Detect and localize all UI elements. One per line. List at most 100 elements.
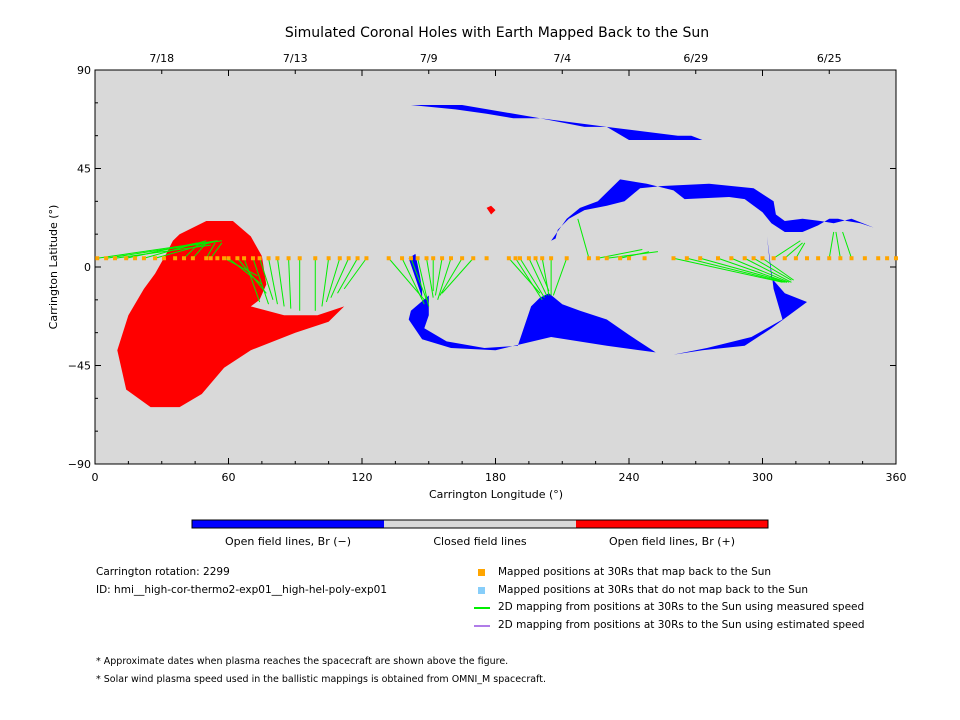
mapped-point: [257, 256, 262, 261]
mapping-line: [753, 257, 792, 281]
coronal-hole-negative-5: [673, 236, 807, 355]
x-tick-label: 360: [886, 471, 907, 484]
x-tick-label: 180: [485, 471, 506, 484]
mapped-point: [208, 256, 213, 261]
mapping-line: [577, 218, 590, 259]
mapping-line: [210, 242, 223, 259]
mapped-point: [204, 256, 209, 261]
mapping-line: [434, 258, 443, 296]
x-tick-label: 240: [619, 471, 640, 484]
mapped-point: [449, 256, 453, 261]
mapped-point: [816, 256, 821, 261]
mapped-point: [460, 256, 465, 261]
mapping-line: [541, 258, 550, 296]
coronal-hole-negative-0: [408, 253, 423, 298]
mapped-point: [346, 256, 351, 261]
colorbar-segment: [576, 520, 768, 528]
mapped-point: [540, 256, 545, 261]
mapped-point: [424, 256, 429, 261]
mapped-point: [297, 256, 302, 261]
mapped-point: [805, 256, 809, 261]
mapped-point: [415, 256, 420, 261]
carrington-rotation-text: Carrington rotation: 2299: [96, 566, 230, 578]
mapping-line: [223, 257, 258, 277]
mapped-point: [250, 256, 255, 261]
mapping-line: [441, 257, 474, 294]
chart-title: Simulated Coronal Holes with Earth Mappe…: [285, 25, 709, 41]
footnote-dates: * Approximate dates when plasma reaches …: [96, 656, 509, 667]
mapping-line: [835, 231, 841, 259]
mapped-point: [471, 256, 476, 261]
mapping-line: [515, 257, 543, 301]
x-tick-label: 60: [222, 471, 236, 484]
mapped-point: [286, 256, 291, 261]
mapped-point: [215, 256, 220, 261]
date-tick-label: 7/13: [283, 52, 308, 65]
colorbar-segment: [192, 520, 384, 528]
mapped-point: [190, 256, 195, 261]
mapping-line: [183, 242, 200, 259]
y-tick-label: −45: [68, 360, 91, 373]
mapping-line: [842, 231, 852, 259]
mapped-point: [849, 256, 854, 261]
mapped-point: [104, 256, 109, 261]
mapped-point: [894, 256, 898, 261]
mapping-line: [717, 257, 788, 283]
mapped-point: [862, 256, 867, 261]
y-axis-label: Carrington Latitude (°): [47, 205, 60, 330]
mapped-point: [124, 256, 129, 261]
coronal-hole-positive-1: [117, 221, 345, 408]
mapped-point: [595, 256, 600, 261]
unmapped-square-icon: [478, 587, 485, 594]
axes: 0 60 120 180 240 300 360 90 45 0 −45 −90 7/18 7/13 7/9…: [68, 52, 907, 484]
date-tick-label: 6/29: [683, 52, 708, 65]
measured-line-icon: [474, 607, 490, 609]
mapped-point: [226, 256, 231, 261]
mapped-point: [716, 256, 720, 261]
mapping-line: [437, 258, 452, 300]
mapping-line: [252, 258, 270, 305]
model-id-text: ID: hmi__high-cor-thermo2-exp01__high-he…: [96, 584, 388, 596]
mapped-point: [671, 256, 676, 261]
mapped-point: [517, 256, 522, 261]
mapping-line: [686, 257, 785, 283]
mapping-line: [154, 240, 218, 259]
mapped-point: [513, 256, 518, 261]
mapped-point: [684, 256, 689, 261]
mapping-line: [619, 251, 650, 259]
mapped-point: [153, 256, 158, 261]
mapping-line: [192, 242, 207, 259]
mapped-point: [782, 256, 787, 261]
mapped-point: [400, 256, 405, 261]
x-tick-label: 300: [752, 471, 773, 484]
y-tick-label: 45: [77, 163, 91, 176]
mapping-line: [519, 257, 545, 298]
mapped-point: [618, 256, 623, 261]
mapping-line: [268, 258, 278, 305]
mapped-point: [355, 256, 360, 261]
mapped-point: [742, 256, 747, 261]
mapped-point: [275, 256, 280, 261]
mapping-line: [784, 242, 803, 259]
mapping-line: [337, 257, 358, 294]
mapping-line: [410, 258, 427, 301]
mapping-line: [143, 240, 207, 259]
mapped-point: [876, 256, 881, 261]
mapping-line: [700, 257, 788, 283]
mapping-line: [731, 257, 790, 283]
mapping-line: [762, 257, 794, 281]
coronal-hole-negative-6: [410, 105, 703, 140]
mapped-point: [604, 256, 609, 261]
mapping-line: [744, 257, 792, 283]
mapping-line: [126, 242, 198, 259]
mapped-square-icon: [478, 569, 485, 576]
mapped-point: [627, 256, 631, 261]
mapped-point: [564, 256, 569, 261]
x-tick-label: 120: [352, 471, 373, 484]
colorbar-label: Open field lines, Br (−): [225, 535, 351, 548]
y-tick-label: 90: [77, 64, 91, 77]
mapped-point: [698, 256, 703, 261]
colorbar-label: Closed field lines: [433, 535, 527, 548]
colorbar-segment: [384, 520, 576, 528]
